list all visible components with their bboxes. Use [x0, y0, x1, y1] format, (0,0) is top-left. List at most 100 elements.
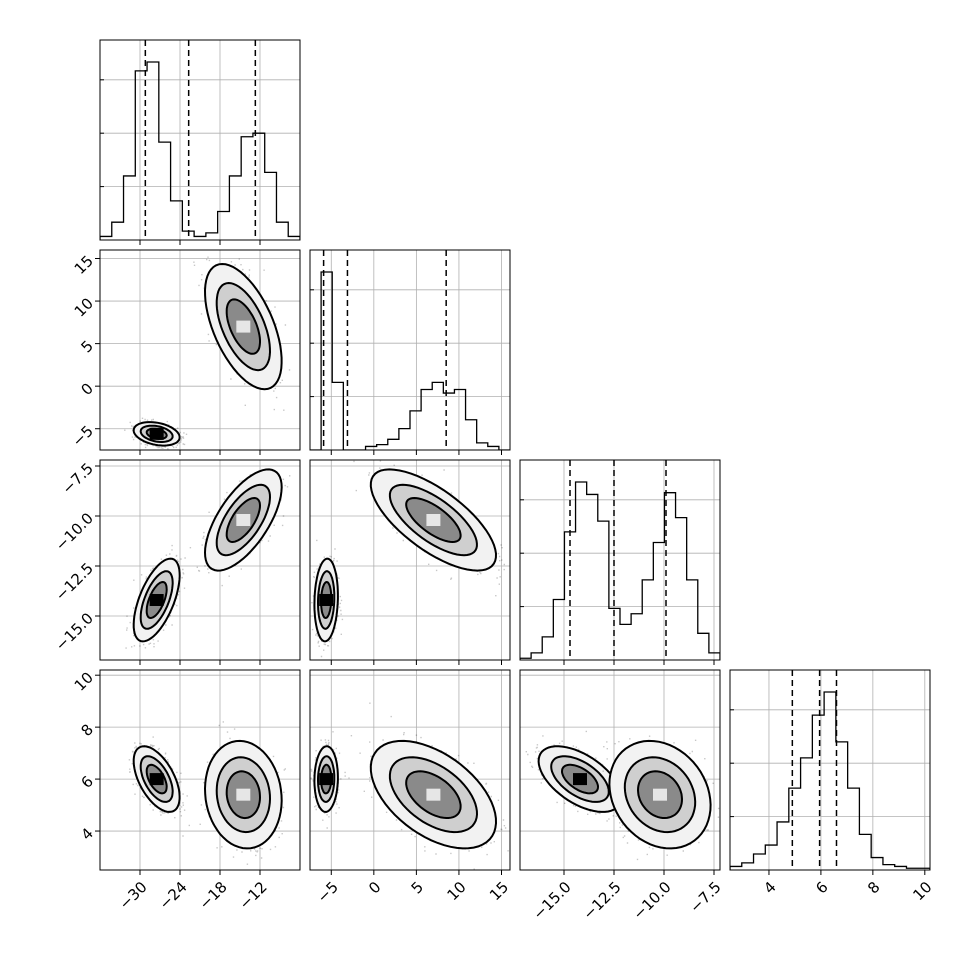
contour-line [139, 424, 174, 443]
x-tick-label: −15.0 [530, 878, 575, 923]
contour-line [145, 580, 168, 620]
x-tick-label: −7.5 [686, 878, 724, 916]
x-tick-label: 5 [408, 878, 427, 897]
contour-line [215, 281, 272, 372]
contour-line [388, 483, 478, 557]
x-tick-label: 10 [909, 878, 935, 904]
contour-line [560, 763, 600, 795]
contour-line [636, 770, 684, 819]
contour-line [369, 468, 498, 572]
contour-line [225, 496, 262, 544]
panel-content [730, 670, 930, 870]
x-tick-label: −12.5 [580, 878, 625, 923]
panel-content [100, 460, 300, 660]
contour-line [215, 756, 272, 834]
panel-1-1 [309, 249, 511, 455]
density-peak [319, 773, 334, 786]
contour-line [388, 756, 479, 834]
x-tick-label: −12 [236, 878, 271, 913]
density-peak [426, 788, 441, 801]
x-tick-label: 0 [365, 878, 384, 897]
histogram-2 [520, 481, 720, 660]
contour-line [145, 427, 168, 440]
x-tick-label: 10 [443, 878, 469, 904]
histogram-3 [730, 691, 930, 870]
panel-2-2 [519, 459, 721, 665]
contour-line [203, 739, 283, 850]
y-tick-label: −5 [69, 422, 97, 450]
y-tick-label: 5 [78, 337, 97, 356]
y-tick-label: −10.0 [52, 509, 97, 554]
panel-frame [309, 669, 511, 871]
panel-background [100, 40, 300, 240]
panel-0-0 [99, 39, 301, 245]
contour-line [537, 745, 623, 813]
contour-line [369, 739, 498, 850]
panel-frame [519, 669, 721, 871]
density-peak [653, 788, 667, 801]
density-peak [149, 594, 164, 606]
y-tick-label: −12.5 [52, 559, 97, 604]
y-tick-label: 15 [71, 252, 97, 278]
y-tick-label: 4 [78, 824, 97, 843]
contour-line [623, 756, 697, 834]
contour-line [132, 421, 181, 447]
panel-frame [99, 669, 301, 871]
panel-2-0: −15.0 −12.5 −10.0 −7.5 [52, 459, 301, 665]
contour-line [145, 763, 168, 795]
contour-line [203, 468, 283, 572]
panel-content [520, 670, 720, 870]
x-tick-label: 6 [812, 878, 831, 897]
contour-line [225, 770, 262, 820]
panel-3-1: −5 0 5 10 15 [309, 669, 512, 906]
contour-line [139, 570, 174, 630]
panel-frame [729, 669, 931, 871]
y-tick-label: −7.5 [59, 459, 97, 497]
y-tick-label: 10 [71, 668, 97, 694]
histogram-0 [100, 61, 300, 240]
contour-line [550, 755, 610, 803]
panel-3-0: 4 6 8 10 −30 −24 −18 −12 [71, 668, 301, 913]
panel-background [520, 460, 720, 660]
panel-content [100, 250, 300, 450]
contour-line [405, 770, 462, 819]
panel-content [310, 670, 510, 870]
panel-content [520, 460, 720, 660]
contour-line [320, 763, 333, 795]
contour-line [405, 496, 462, 544]
panel-content [310, 250, 510, 450]
panel-content [310, 460, 510, 660]
contour-line [608, 739, 712, 850]
contour-line [320, 580, 333, 620]
contour-line [313, 557, 339, 643]
density-peak [319, 594, 334, 606]
y-tick-label: −15.0 [52, 609, 97, 654]
panel-frame [99, 459, 301, 661]
panel-frame [519, 459, 721, 661]
density-peak [149, 773, 164, 786]
contour-line [139, 755, 174, 803]
x-tick-label: 4 [760, 878, 779, 897]
contour-line [132, 745, 181, 813]
panel-3-3: 4 6 8 10 [729, 669, 936, 904]
panel-1-0: −5 0 5 10 15 [69, 249, 301, 455]
x-tick-label: −5 [314, 878, 342, 906]
x-tick-label: 8 [864, 878, 883, 897]
density-peak [426, 514, 441, 526]
panel-frame [99, 39, 301, 241]
y-tick-label: 0 [78, 379, 97, 398]
contour-line [225, 298, 261, 355]
panel-frame [309, 459, 511, 661]
y-tick-label: 8 [78, 720, 97, 739]
x-tick-label: 15 [486, 878, 512, 904]
density-peak [573, 773, 587, 786]
histogram-1 [310, 271, 510, 450]
x-tick-label: −10.0 [630, 878, 675, 923]
contour-line [132, 557, 181, 643]
x-tick-label: −18 [196, 878, 231, 913]
panel-frame [99, 249, 301, 451]
panel-3-2: −15.0 −12.5 −10.0 −7.5 [519, 669, 725, 923]
panel-background [730, 670, 930, 870]
panel-content [100, 670, 300, 870]
